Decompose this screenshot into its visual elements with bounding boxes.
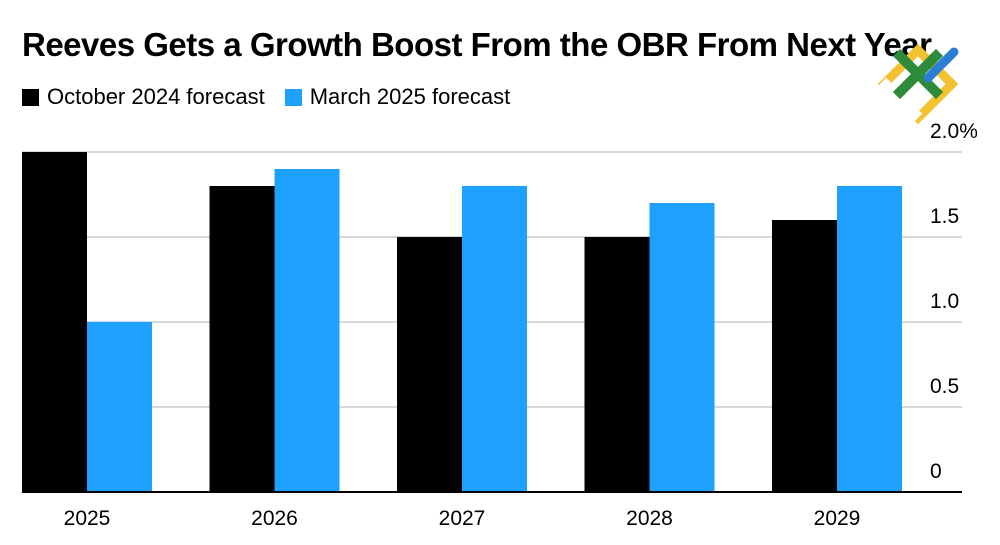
bar-october-2026 <box>209 186 275 492</box>
legend-swatch-march <box>284 88 302 106</box>
y-tick-label-0: 0 <box>930 460 942 483</box>
logo-green-stroke-b <box>892 48 944 100</box>
chart-title: Reeves Gets a Growth Boost From the OBR … <box>22 26 932 63</box>
watermark-logo-icon <box>877 43 959 125</box>
bar-march-2026 <box>274 169 340 492</box>
x-tick-label-2027: 2027 <box>439 507 486 530</box>
y-tick-label-2: 1.0 <box>930 290 959 313</box>
bar-october-2028 <box>584 237 650 492</box>
bar-october-2027 <box>397 237 462 492</box>
bar-october-2029 <box>772 220 837 492</box>
y-tick-label-1: 0.5 <box>930 375 959 398</box>
legend-label-october: October 2024 forecast <box>47 84 265 109</box>
logo-blue-stroke <box>923 47 959 83</box>
legend-swatch-october <box>22 88 39 106</box>
legend-item-october: October 2024 forecast <box>22 84 265 110</box>
bar-october-2025 <box>22 152 87 492</box>
y-tick-label-3: 1.5 <box>930 205 959 228</box>
legend-label-march: March 2025 forecast <box>309 84 511 109</box>
x-tick-label-2025: 2025 <box>64 507 111 530</box>
chart-legend: October 2024 forecast March 2025 forecas… <box>22 84 530 110</box>
legend-item-march: March 2025 forecast <box>284 84 511 110</box>
x-tick-label-2028: 2028 <box>626 507 673 530</box>
y-tick-label-4: 2.0% <box>930 120 978 143</box>
bar-march-2029 <box>837 186 902 492</box>
bar-march-2028 <box>649 203 715 492</box>
x-tick-label-2029: 2029 <box>814 507 861 530</box>
bar-march-2025 <box>87 322 152 492</box>
x-tick-label-2026: 2026 <box>251 507 298 530</box>
bar-march-2027 <box>462 186 527 492</box>
